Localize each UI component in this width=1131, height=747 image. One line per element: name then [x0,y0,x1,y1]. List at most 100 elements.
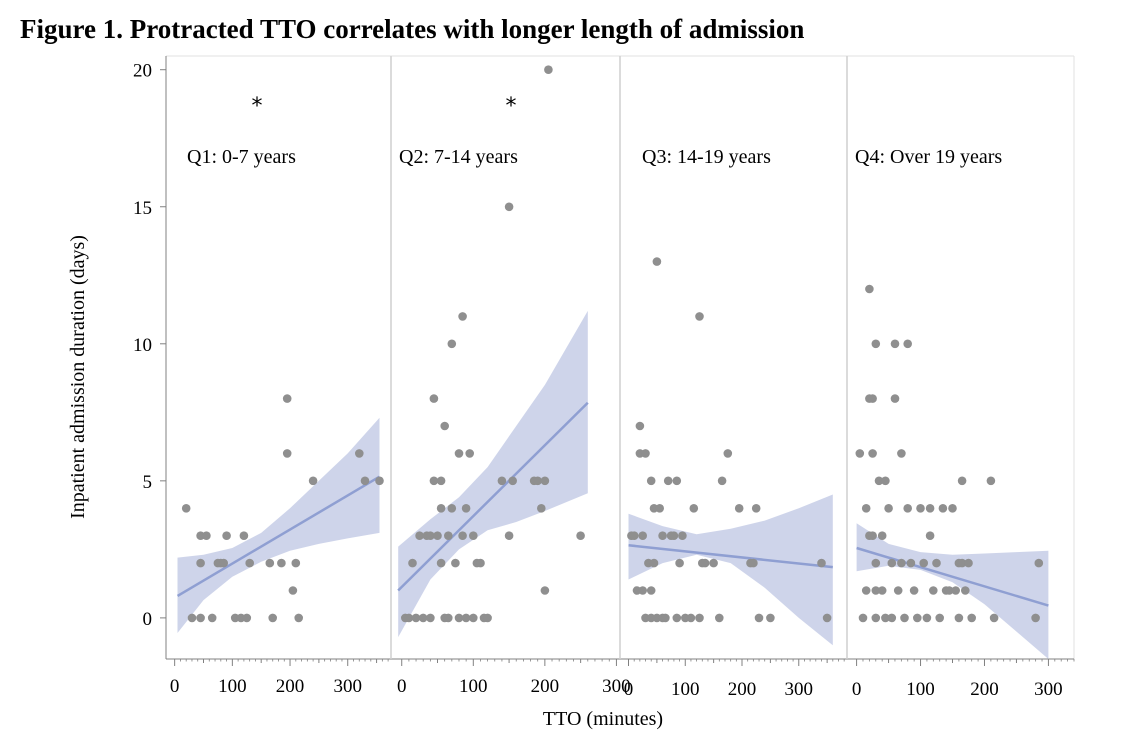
x-tick-label: 0 [624,679,634,700]
data-point [871,613,881,623]
x-tick-label: 300 [1034,679,1063,700]
data-point [196,558,205,568]
data-point [436,476,446,486]
x-tick-label: 0 [397,676,407,697]
data-point [897,558,906,568]
data-point [308,476,318,486]
y-tick-label: 5 [143,472,153,493]
data-point [288,586,298,595]
data-point [877,531,887,540]
x-tick-label: 0 [852,679,862,700]
data-point [669,531,679,540]
panel-label: Q3: 14-19 years [642,146,771,168]
data-point [454,449,464,458]
panel-4: Q4: Over 19 years [855,146,1049,659]
data-point [922,613,932,623]
data-point [717,476,727,486]
x-tick-label: 300 [785,679,814,700]
data-point [277,558,286,568]
y-tick-label: 20 [133,61,152,82]
data-point [925,531,935,540]
data-point [187,613,197,623]
panel-3: Q3: 14-19 years [627,146,833,646]
x-tick-label: 200 [970,679,999,700]
data-point [754,613,764,623]
data-point [451,558,460,568]
panel-label: Q4: Over 19 years [855,146,1002,168]
data-point [700,558,710,568]
data-point [749,558,758,568]
x-tick-label: 100 [906,679,935,700]
confidence-band [177,417,380,633]
data-point [411,613,421,623]
data-point [219,558,228,568]
data-point [967,613,976,623]
data-point [497,476,507,486]
data-point [181,504,191,513]
data-point [447,339,457,349]
x-tick-label: 300 [333,676,362,697]
data-point [461,613,471,623]
data-point [871,586,881,595]
data-point [675,558,684,568]
data-point [646,586,656,595]
data-point [734,504,744,513]
data-point [695,312,704,321]
panel-1: Q1: 0-7 years * [176,94,384,633]
data-point [868,394,877,403]
data-point [404,613,414,623]
data-point [436,504,446,513]
fit-line [628,544,833,569]
y-tick-label: 0 [143,609,153,630]
data-point [887,558,897,568]
data-point [766,613,775,623]
data-point [454,613,464,623]
data-point [1034,558,1044,568]
data-point [986,476,996,486]
x-tick-label: 300 [602,676,631,697]
x-axis-title: TTO (minutes) [543,708,663,730]
data-point [678,531,687,540]
data-point [242,613,252,623]
data-point [957,476,967,486]
data-point [868,449,877,458]
data-point [751,504,761,513]
data-point [483,613,492,623]
chart-frame [165,55,1075,660]
data-point [868,531,877,540]
data-point [961,586,970,595]
data-point [444,613,453,623]
data-point [893,586,903,595]
data-point [429,394,439,403]
data-point [903,339,912,349]
data-point [874,476,884,486]
data-point [686,613,696,623]
data-point [951,586,960,595]
confidence-band [628,494,833,646]
data-point [689,504,699,513]
data-point [418,613,428,623]
data-point [265,558,275,568]
data-point [291,558,301,568]
data-point [954,613,964,623]
data-point [884,504,893,513]
data-point [957,558,967,568]
data-point [646,476,656,486]
data-point [508,476,517,486]
data-point [433,531,442,540]
significance-marker: * [506,94,517,119]
data-point [282,449,292,458]
data-point [861,586,871,595]
data-point [476,558,485,568]
fit-line [176,475,381,598]
data-point [375,476,384,486]
data-point [436,558,446,568]
data-point [444,531,453,540]
data-point [661,613,670,623]
data-point [652,257,662,266]
data-point [268,613,278,623]
y-axis-title: Inpatient admission duration (days) [67,235,89,519]
y-tick-label: 10 [133,335,152,356]
x-tick-label: 100 [459,676,488,697]
